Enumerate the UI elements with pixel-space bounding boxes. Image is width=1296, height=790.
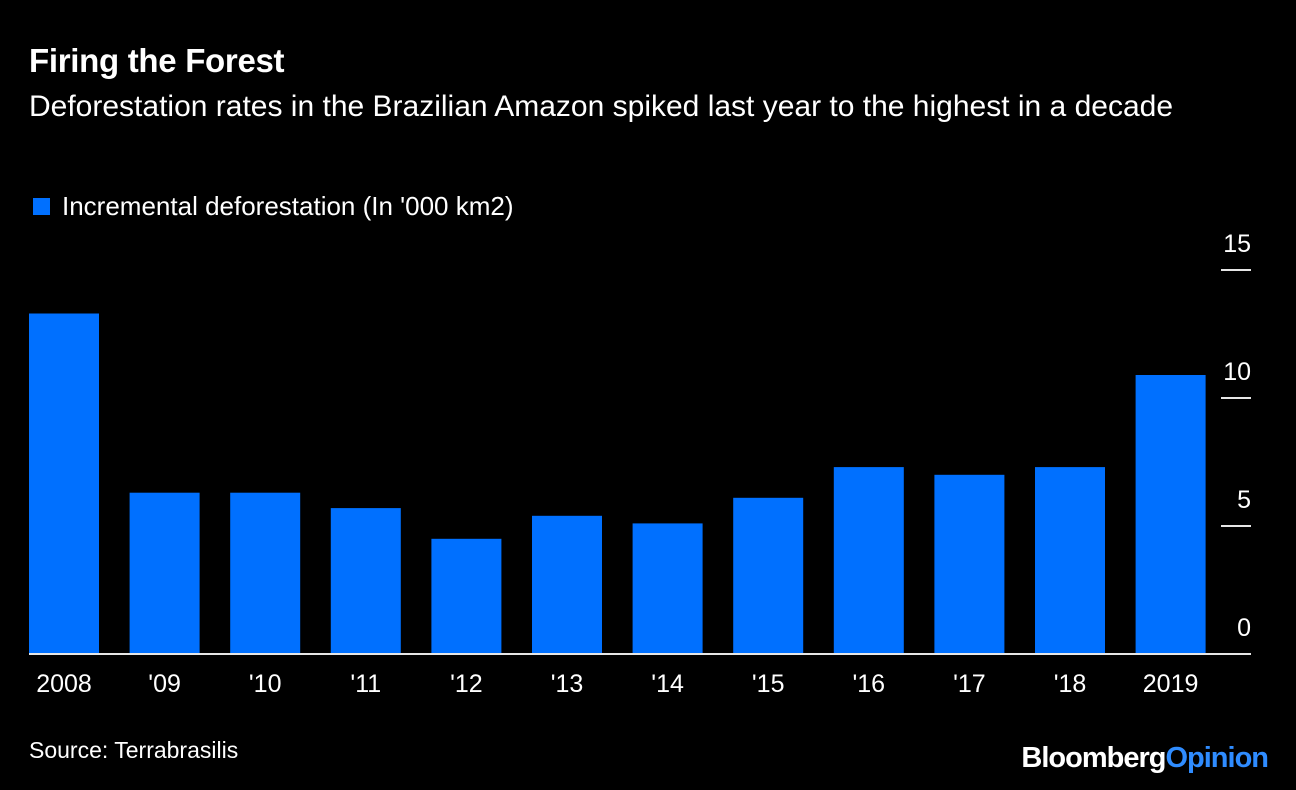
x-axis-labels: 2008 '09 '10 '11 '12 '13 '14 '15 '16 '17 '18 2019 (36, 670, 1198, 698)
brand-bloomberg: Bloomberg (1021, 742, 1166, 774)
x-tick-label: '17 (953, 670, 986, 698)
chart-subtitle: Deforestation rates in the Brazilian Ama… (29, 90, 1173, 123)
bar-15 (733, 497, 804, 654)
x-tick-label: '10 (249, 670, 282, 698)
bar-11 (330, 508, 401, 654)
legend-label: Incremental deforestation (In '000 km2) (62, 191, 514, 221)
bar-13 (532, 515, 602, 654)
bar-2008 (29, 313, 99, 654)
bar-2019 (1135, 375, 1206, 654)
bar-09 (129, 492, 200, 654)
brand-logo: BloombergOpinion (1021, 742, 1269, 775)
source-note: Source: Terrabrasilis (29, 737, 239, 763)
y-tick-label: 10 (1223, 358, 1251, 386)
x-tick-label: '16 (853, 670, 886, 698)
x-tick-label: '13 (551, 670, 584, 698)
bar-12 (431, 538, 502, 654)
x-tick-label: 2008 (36, 670, 92, 698)
x-tick-label: '11 (350, 670, 381, 698)
y-tick-label: 15 (1223, 230, 1251, 258)
bar-10 (230, 492, 301, 654)
x-tick-label: '09 (148, 670, 181, 698)
x-tick-label: '12 (450, 670, 483, 698)
brand-opinion: Opinion (1165, 742, 1269, 774)
x-tick-label: 2019 (1143, 670, 1199, 698)
legend-swatch (33, 198, 50, 215)
bar-17 (934, 474, 1005, 654)
chart-title: Firing the Forest (29, 42, 285, 79)
bar-16 (833, 467, 904, 654)
y-tick-label: 0 (1237, 614, 1251, 642)
y-tick-label: 5 (1237, 486, 1251, 514)
x-tick-label: '15 (752, 670, 785, 698)
x-tick-label: '18 (1054, 670, 1087, 698)
bar-14 (632, 523, 703, 654)
bars-group (29, 313, 1206, 654)
y-axis: 0 5 10 15 (1221, 230, 1251, 642)
x-tick-label: '14 (651, 670, 684, 698)
legend: Incremental deforestation (In '000 km2) (33, 191, 514, 222)
bar-18 (1035, 467, 1105, 654)
